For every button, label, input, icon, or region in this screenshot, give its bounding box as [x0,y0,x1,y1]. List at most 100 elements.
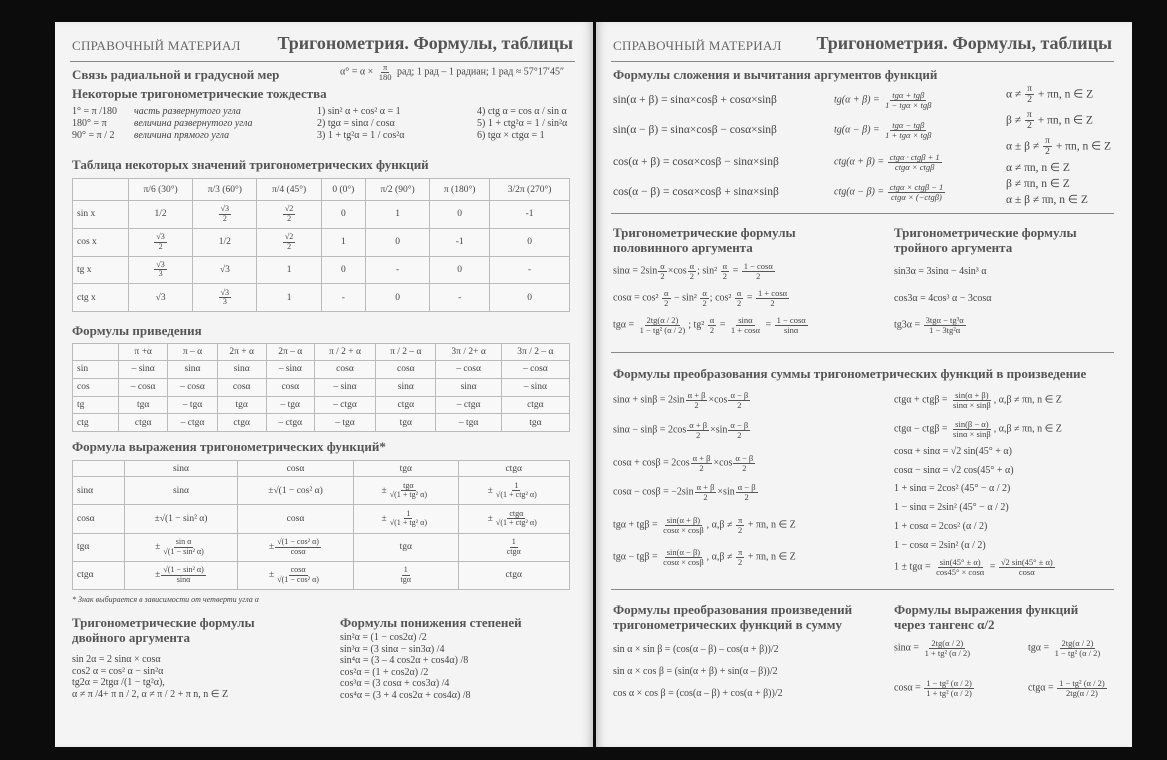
identity-formula: 90° = π / 2 [72,130,115,141]
column-header: 2π + α [216,343,267,361]
sum-to-product-formula: ctgα − ctgβ = sin(β − α) sinα × sinβ, α,β… [894,420,1062,439]
numerator: α [720,261,730,272]
row-header: sin [72,360,119,379]
table-cell: 1 ctgα [457,532,570,562]
formula-text: + πn, n ∈ Z [1034,114,1093,127]
denominator: √(1 + tg² α) [389,518,428,528]
fraction: sin(β − α) sinα × sinβ [951,420,993,439]
fraction: 3tgα − tg³α 1 − 3tg²α [923,316,966,335]
numerator: cosα [288,565,308,576]
table-row: cosα ±√(1 − sin² α) cosα ±1 √(1 + tg² α) ± ctg… [72,504,570,534]
table-cell: √3 2 [127,227,194,257]
formula-text: = [730,265,741,277]
row-header: ctg x [72,283,129,312]
formula-text: – cosα [130,382,156,393]
formula-text: sinα = 2sin [613,265,658,277]
denominator: 2 [738,556,743,567]
formula-text: β ≠ [1006,114,1024,127]
power-formula: sin³α = (3 sinα − sin3α) /4 [340,644,471,656]
denominator: 2tg(α / 2) [1065,687,1098,698]
table-cell: – cosα [500,360,571,379]
identity-description: величина развернутого угла [134,118,253,129]
formula-text: sin α × cos β = (sin(α + β) + sin(α – β)… [613,666,778,677]
table-cell: ± cosα √(1 − cos² α) [236,560,355,591]
numerator: α [707,315,717,326]
numerator: α + β [694,482,717,493]
addition-formula: cos(α + β) = cosα×cosβ − sinα×sinβ [613,156,779,168]
formula-text: ; sin² [697,265,720,277]
formula-text: рад; 1 рад – 1 радиан; 1 рад ≈ 57°17′45″ [394,66,565,78]
numerator: α + β [690,453,713,464]
table-cell: – sinα [313,377,377,397]
numerator: α + β [685,390,708,401]
formula-text: 4) ctg α = cos α / sin α [477,106,567,117]
numerator: √2 sin(45° ± α) [998,557,1055,568]
fraction: π 180 [377,63,394,82]
addition-condition: β ≠ πn, n ∈ Z [1006,178,1070,190]
fraction: 2tg(α / 2) 1 − tg² (α / 2) [638,316,688,335]
formula-text: α° = α × [340,66,376,78]
numerator: √3 [218,204,232,215]
formula-text: cosα = cos² [613,292,662,304]
formula-text: ctgα [77,570,94,581]
table-cell: ± √(1 − sin² α) sinα [124,560,238,591]
numerator: 1 − cosα [741,261,775,272]
numerator: 1 + cosα [756,288,790,299]
numerator: tgα + tgβ [890,90,927,101]
formula-text: cos2 α = cos² α − sin²α [72,665,164,677]
fraction: √2 2 [282,232,296,251]
radian-heading: Связь радиальной и градусной мер [72,67,280,82]
formula-text: √3 [155,292,166,303]
table-cell: √3 [127,283,194,312]
row-header: ctgα [72,560,125,591]
formula-text: 1/2 [154,209,167,220]
numerator: 1 [401,565,410,576]
addition-formula: cos(α − β) = cosα×cosβ + sinα×sinβ [613,186,779,198]
denominator: ctgα [506,546,521,556]
formula-text: 1 − sinα = 2sin² (45° − α / 2) [894,502,1009,513]
sum-to-product-formula: ctgα + ctgβ = sin(α + β) sinα × sinβ, α,β… [894,391,1062,410]
triple-heading: Тригонометрические формулы тройного аргум… [894,225,1077,255]
formula-text: ± [487,514,493,525]
table-cell: ctgα [457,560,570,591]
formula-text: sin [77,364,89,375]
power-formula: sin⁴α = (3 – 4 cos2α + cos4α) /8 [340,655,471,667]
table-cell: - [320,283,366,312]
denominator: 2 [722,270,727,281]
row-header: cos x [72,227,129,257]
addition-tangent-formula: ctg(α + β) = ctgα · ctgβ + 1 ctgα × ctgβ [834,153,943,172]
tangent-half-formula: ctgα = 1 − tg² (α / 2) 2tg(α / 2) [1028,679,1108,698]
expression-heading: Формула выражения тригонометрических фун… [72,439,386,454]
product-to-sum-formula: cos α × cos β = (cos(α – β) + cos(α + β)… [613,688,783,700]
column-header: π/2 (90°) [364,178,431,201]
sum-to-product-formula: cosα + sinα = √2 sin(45° + α) [894,446,1012,458]
formula-text: tg3α = [894,319,923,331]
formula-text: – sinα [278,364,302,375]
column-header [72,460,125,477]
formula-text: ± [487,485,493,496]
formula-text: ctgα = [1028,682,1057,694]
table-cell: -1 [429,227,491,257]
table-cell: 0 [364,227,431,257]
denominator: 2 [664,297,669,308]
table-cell: 0 [320,200,366,229]
table-cell: -1 [489,200,570,229]
table-cell: – tgα [265,395,315,415]
addition-formula: sin(α − β) = sinα×cosβ − cosα×sinβ [613,124,777,136]
formula-text: β ≠ πn, n ∈ Z [1006,178,1070,190]
denominator: cosα [1018,566,1035,577]
double-formulas: sin 2α = 2 sinα × cosα cos2 α = cos² α − … [72,654,228,700]
power-heading: Формулы понижения степеней [340,615,522,630]
formula-text: – sinα [131,364,155,375]
formula-text: tgα = [1028,642,1052,654]
